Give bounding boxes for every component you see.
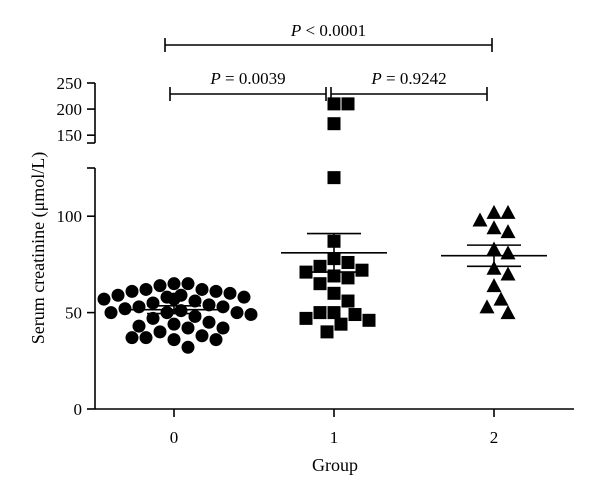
data-point-circle (195, 282, 209, 296)
p-value-label: P = 0.9242 (370, 69, 446, 88)
data-point-circle (132, 300, 146, 314)
data-point-circle (209, 333, 223, 347)
data-point-circle (181, 340, 195, 354)
data-point-square (348, 308, 362, 322)
p-value-prefix: P (209, 69, 220, 88)
x-tick-label: 2 (490, 428, 499, 447)
data-point-circle (146, 311, 160, 325)
data-point-triangle (500, 245, 516, 260)
data-point-square (341, 255, 355, 269)
data-point-circle (195, 329, 209, 343)
y-tick-label: 100 (57, 207, 83, 226)
p-value-label: P = 0.0039 (209, 69, 285, 88)
data-point-circle (167, 277, 181, 291)
p-value-text: < 0.0001 (301, 21, 366, 40)
data-point-circle (188, 294, 202, 308)
data-point-square (327, 97, 341, 111)
data-point-square (362, 313, 376, 327)
data-point-circle (153, 279, 167, 293)
ticks: 0 50 100 150 200 250 0 1 2 (57, 74, 499, 447)
data-point-triangle (500, 266, 516, 281)
data-point-square (327, 306, 341, 320)
data-point-circle (104, 306, 118, 320)
data-point-square (313, 277, 327, 291)
y-axis-title: Serum creatinine (μmol/L) (28, 152, 49, 345)
data-point-triangle (479, 299, 495, 314)
data-point-square (341, 294, 355, 308)
y-tick-label: 0 (74, 400, 83, 419)
data-point-circle (167, 333, 181, 347)
data-point-triangle (486, 260, 502, 275)
data-point-circle (111, 288, 125, 302)
data-point-circle (181, 321, 195, 335)
y-tick-label: 200 (57, 100, 83, 119)
data-point-circle (209, 284, 223, 298)
p-value-label: P < 0.0001 (290, 21, 366, 40)
data-point-triangle (500, 305, 516, 320)
data-point-square (327, 171, 341, 185)
data-point-circle (244, 308, 258, 322)
y-tick-label: 150 (57, 126, 83, 145)
data-point-circle (167, 292, 181, 306)
data-point-square (355, 263, 369, 277)
x-axis-title: Group (312, 455, 358, 475)
data-point-triangle (500, 224, 516, 239)
data-point-triangle (486, 204, 502, 219)
data-points (97, 97, 516, 354)
data-point-circle (125, 331, 139, 345)
p-value-text: = 0.9242 (382, 69, 447, 88)
data-point-triangle (486, 220, 502, 235)
y-tick-label: 50 (65, 304, 82, 323)
data-point-square (320, 325, 334, 339)
data-point-circle (97, 292, 111, 306)
data-point-square (341, 97, 355, 111)
data-point-circle (139, 282, 153, 296)
data-point-circle (216, 300, 230, 314)
data-point-triangle (486, 278, 502, 293)
data-point-circle (153, 325, 167, 339)
data-point-square (341, 271, 355, 285)
data-point-square (327, 117, 341, 131)
x-tick-label: 0 (170, 428, 179, 447)
data-point-square (334, 317, 348, 331)
mean-sem-bars (121, 232, 547, 315)
data-point-circle (216, 321, 230, 335)
data-point-square (313, 259, 327, 273)
data-point-circle (202, 315, 216, 329)
data-point-circle (237, 290, 251, 304)
data-point-circle (125, 284, 139, 298)
data-point-square (299, 311, 313, 325)
data-point-triangle (500, 204, 516, 219)
data-point-circle (202, 298, 216, 312)
data-point-square (299, 265, 313, 279)
data-point-triangle (493, 291, 509, 306)
data-point-circle (139, 331, 153, 345)
data-point-circle (223, 286, 237, 300)
data-point-circle (160, 306, 174, 320)
p-value-text: = 0.0039 (221, 69, 286, 88)
data-point-circle (132, 319, 146, 333)
data-point-circle (118, 302, 132, 316)
data-point-circle (167, 317, 181, 331)
x-tick-label: 1 (330, 428, 339, 447)
data-point-triangle (472, 212, 488, 227)
data-point-square (313, 306, 327, 320)
p-value-prefix: P (370, 69, 381, 88)
data-point-circle (230, 306, 244, 320)
data-point-square (327, 286, 341, 300)
data-point-circle (146, 296, 160, 310)
y-tick-label: 250 (57, 74, 83, 93)
data-point-circle (188, 309, 202, 323)
p-value-prefix: P (290, 21, 301, 40)
data-point-circle (181, 277, 195, 291)
